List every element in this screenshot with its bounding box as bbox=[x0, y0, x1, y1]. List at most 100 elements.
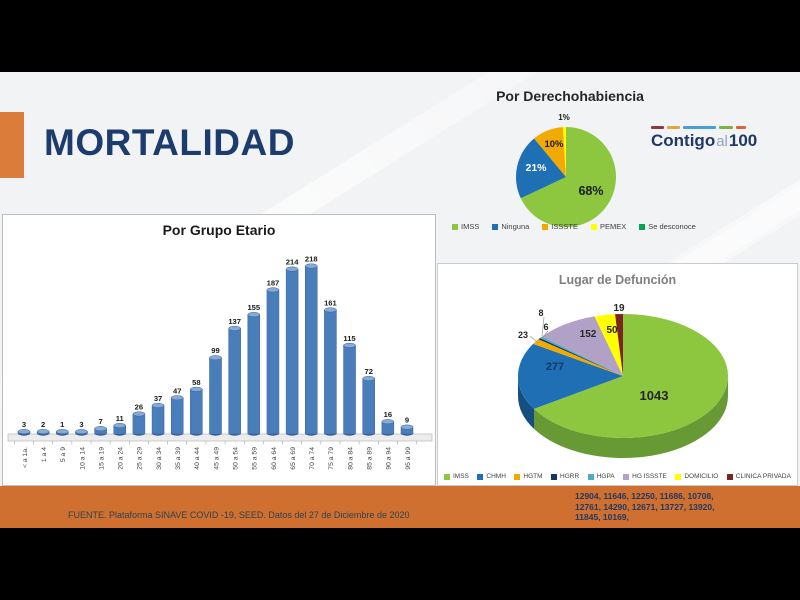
pie-slice-pemex bbox=[562, 127, 566, 177]
chart-label: 155 bbox=[247, 303, 260, 312]
chart-label: 26 bbox=[135, 402, 143, 411]
chart-label: 58 bbox=[192, 378, 200, 387]
legend-label: Se desconoce bbox=[648, 222, 696, 231]
bar-1 a 4: 2 1 a 4 bbox=[36, 420, 50, 462]
legend-label: ISSSTE bbox=[551, 222, 578, 231]
footer-numbers: 12904, 11646, 12250, 11686, 10708, 12761… bbox=[575, 491, 714, 523]
bar-category-label: < a 1a. bbox=[22, 447, 29, 468]
legend-marker bbox=[452, 223, 458, 230]
chart-label: 1 bbox=[60, 420, 65, 429]
pie3d-slice-hgrr bbox=[538, 338, 623, 376]
chart-label: 10% bbox=[544, 139, 564, 150]
logo-word-al: al bbox=[716, 133, 728, 150]
legend-label: HGPA bbox=[596, 473, 615, 480]
age-group-chart-title: Por Grupo Etario bbox=[162, 222, 276, 238]
bar-< a 1a.: 3 < a 1a. bbox=[17, 420, 31, 468]
chart-label: 3 bbox=[22, 420, 26, 429]
bar-90 a 94: 16 90 a 94 bbox=[381, 410, 395, 470]
lugar-defuncion-pie-chart: 1043 277 23 6 8 152 50 19 bbox=[438, 264, 799, 487]
pie3d-slice-domicilio bbox=[594, 314, 623, 376]
logo-dash bbox=[719, 125, 733, 129]
bar-category-label: 35 a 39 bbox=[175, 447, 182, 470]
bar-category-label: 80 a 84 bbox=[347, 447, 354, 470]
legend-item-pemex: PEMEX bbox=[590, 222, 627, 231]
bar-50 a 54: 137 50 a 54 bbox=[228, 317, 241, 470]
chart-label: 115 bbox=[343, 334, 356, 343]
legend-marker bbox=[623, 473, 630, 480]
bar-70 a 74: 218 70 a 74 bbox=[305, 255, 318, 470]
logo-word-100: 100 bbox=[728, 131, 758, 150]
legend-marker bbox=[444, 473, 450, 480]
bar-category-label: 20 a 24 bbox=[118, 447, 125, 470]
bar-20 a 24: 11 20 a 24 bbox=[113, 414, 126, 470]
legend-label: Ninguna bbox=[501, 222, 530, 231]
chart-label: 37 bbox=[154, 394, 162, 403]
legend-marker bbox=[726, 473, 733, 480]
bar-category-label: 65 a 69 bbox=[290, 447, 297, 470]
legend-marker bbox=[542, 223, 549, 230]
legend-label: CLINICA PRIVADA bbox=[735, 473, 791, 480]
bar-85 a 89: 72 85 a 89 bbox=[362, 367, 375, 470]
bar-category-label: 10 a 14 bbox=[79, 447, 86, 470]
bar-category-label: 55 a 59 bbox=[252, 447, 259, 470]
legend-item-hg-issste: HG ISSSTE bbox=[623, 473, 667, 480]
legend-label: PEMEX bbox=[599, 222, 627, 231]
bar-60 a 64: 187 60 a 64 bbox=[267, 278, 280, 469]
bar-75 a 79: 161 75 a 79 bbox=[324, 298, 337, 469]
legend-marker bbox=[492, 223, 499, 230]
chart-label: 214 bbox=[286, 258, 299, 267]
logo-dash bbox=[651, 125, 664, 129]
lugar-defuncion-legend: IMSS CHMH HGTM HGRR HGPA HG ISSSTE DOMICILIO CL… bbox=[444, 473, 791, 480]
bar-35 a 39: 47 35 a 39 bbox=[170, 386, 184, 470]
legend-item-chmh: CHMH bbox=[477, 473, 506, 480]
bar-15 a 19: 7 15 a 19 bbox=[94, 417, 107, 470]
bar-category-label: 5 a 9 bbox=[60, 447, 67, 462]
bar-category-label: 50 a 54 bbox=[232, 447, 239, 470]
logo-dash bbox=[736, 125, 746, 129]
bar-category-label: 60 a 64 bbox=[271, 447, 278, 470]
pie-derechohabiencia-svg: 68% 21% 10% 1% bbox=[516, 113, 616, 227]
pie3d-slice-chmh bbox=[518, 343, 623, 409]
legend-item-hgrr: HGRR bbox=[551, 473, 579, 480]
chart-label: 11 bbox=[116, 414, 125, 423]
legend-label: IMSS bbox=[453, 473, 469, 480]
letterbox-top bbox=[0, 0, 800, 72]
chart-label: 16 bbox=[384, 410, 392, 419]
pie-derechohabiencia-title: Por Derechohabiencia bbox=[496, 88, 644, 104]
letterbox-bottom bbox=[0, 528, 800, 600]
chart-label: 277 bbox=[546, 361, 564, 373]
pie-derechohabiencia-chart: 68% 21% 10% 1% bbox=[503, 109, 633, 241]
footer-numbers-line-1: 12904, 11646, 12250, 11686, 10708, bbox=[575, 491, 714, 501]
footer-band: FUENTE. Plataforma SINAVE COVID -19, SEE… bbox=[0, 486, 800, 528]
legend-marker bbox=[551, 473, 558, 480]
pie3d-slice-imss bbox=[534, 314, 728, 438]
bar-10 a 14: 3 10 a 14 bbox=[75, 420, 88, 470]
chart-label: 3 bbox=[79, 420, 83, 429]
pie3d-slice-clinica-privada bbox=[615, 314, 623, 376]
bar-45 a 49: 99 45 a 49 bbox=[209, 346, 222, 470]
slide: MORTALIDAD Contigoal100 Por Derechohabie… bbox=[0, 72, 800, 528]
title-accent-bar bbox=[0, 112, 24, 178]
chart-label: 50 bbox=[606, 325, 618, 336]
legend-label: HG ISSSTE bbox=[632, 473, 667, 480]
pie3d-slice-hgpa bbox=[539, 336, 623, 376]
logo-dashes bbox=[651, 125, 761, 129]
legend-marker bbox=[514, 473, 521, 480]
footer-numbers-line-2: 12761, 14290, 12671, 13727, 13920, bbox=[575, 501, 715, 512]
bar-category-label: 75 a 79 bbox=[328, 447, 335, 470]
age-group-chart-panel: Por Grupo Etario 3 < a 1a. 2 1 a 4 1 5 a 9 3 10… bbox=[2, 214, 436, 486]
pie3d-side-imss bbox=[534, 376, 728, 458]
pie3d-slice-hg-issste bbox=[542, 316, 623, 376]
chart-label: 1% bbox=[558, 113, 570, 122]
chart-label: 99 bbox=[211, 346, 219, 355]
legend-label: IMSS bbox=[461, 222, 480, 231]
legend-label: HGRR bbox=[560, 473, 580, 480]
chart-label: 137 bbox=[228, 317, 241, 326]
bar-80 a 84: 115 80 a 84 bbox=[343, 334, 356, 470]
legend-marker bbox=[590, 223, 597, 230]
lugar-defuncion-title: Lugar de Defunción bbox=[558, 273, 677, 287]
logo-word-contigo: Contigo bbox=[651, 131, 716, 150]
bar-category-label: 30 a 34 bbox=[156, 447, 163, 470]
pie-derechohabiencia-legend: IMSS Ninguna ISSSTE PEMEX Se desconoce bbox=[452, 222, 720, 231]
